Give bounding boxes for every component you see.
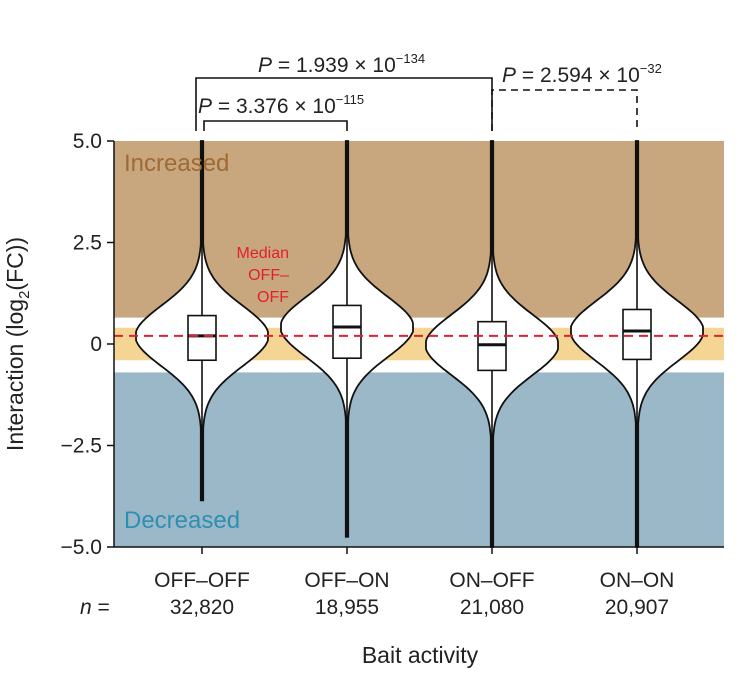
x-tick-label: ON–OFF — [449, 569, 534, 592]
median-label-line-2: OFF– — [248, 267, 289, 284]
y-tick-label: 0 — [90, 333, 102, 356]
decreased-label: Decreased — [124, 507, 240, 534]
x-axis-title: Bait activity — [362, 642, 479, 668]
group-n-label: 18,955 — [315, 596, 379, 619]
group-n-label: 21,080 — [460, 596, 524, 619]
median-label-line-1: Median — [237, 245, 289, 262]
box-4 — [622, 308, 652, 361]
p-value-label-3: P = 2.594 × 10−32 — [502, 61, 662, 87]
x-tick-label: OFF–ON — [304, 569, 389, 592]
box-1 — [187, 314, 217, 362]
p-value-label-2: P = 1.939 × 10−134 — [258, 51, 425, 77]
p-value-label-1: P = 3.376 × 10−115 — [198, 92, 364, 118]
x-tick-label: ON–ON — [600, 569, 675, 592]
median-label-line-3: OFF — [257, 289, 289, 306]
y-tick-label: 5.0 — [73, 130, 102, 153]
decreased-region — [114, 372, 724, 547]
y-tick-label: −2.5 — [61, 435, 102, 458]
box-2 — [332, 304, 362, 360]
increased-label: Increased — [124, 150, 229, 177]
group-n-label: 32,820 — [170, 596, 234, 619]
group-n-label: 20,907 — [605, 596, 669, 619]
bracket-3 — [491, 89, 638, 131]
y-tick-label: 2.5 — [73, 232, 102, 255]
y-axis-title: Interaction (log2(FC)) — [2, 237, 33, 451]
y-tick-label: −5.0 — [61, 536, 102, 559]
axes: 5.02.50−2.5−5.0OFF–OFF32,820OFF–ON18,955… — [61, 130, 724, 619]
comparison-brackets: P = 3.376 × 10−115 P = 1.939 × 10−134 P = … — [195, 51, 662, 131]
x-tick-label: OFF–OFF — [154, 569, 250, 592]
n-label: n = — [80, 596, 110, 619]
violins — [135, 140, 704, 548]
bracket-1 — [203, 120, 348, 131]
